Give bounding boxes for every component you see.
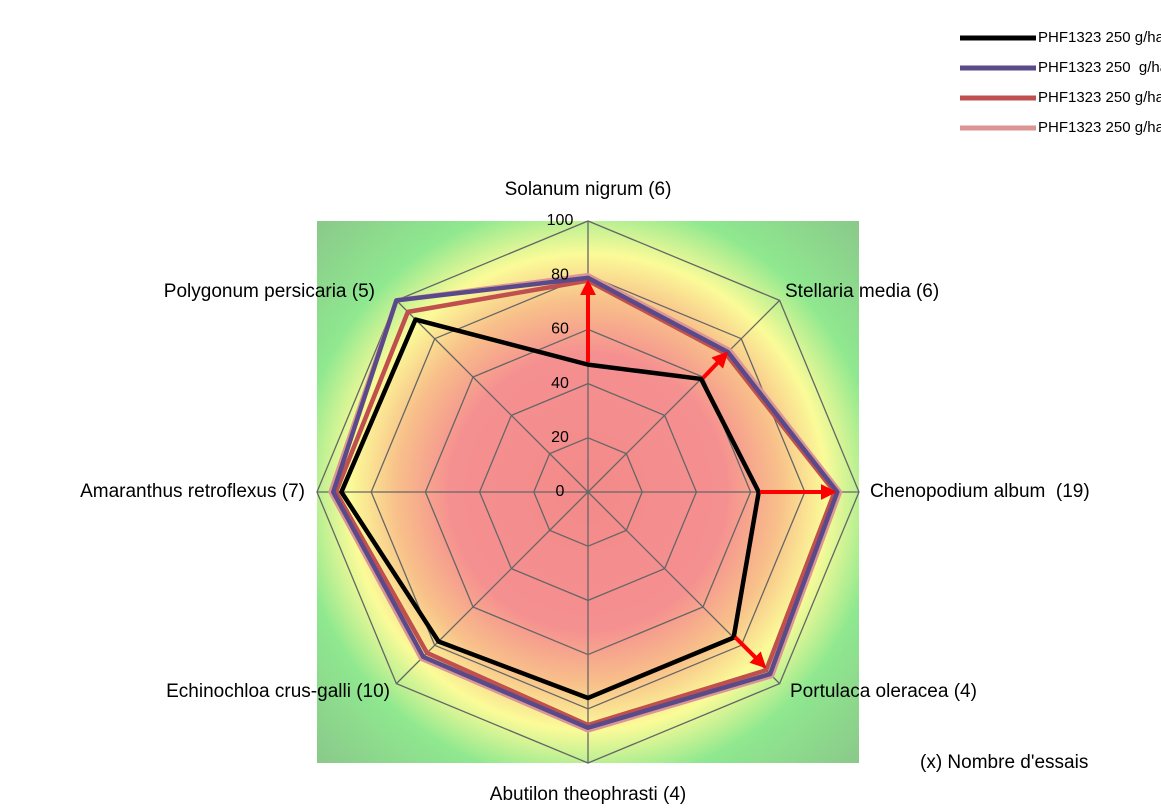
arrow <box>733 635 767 669</box>
annotation: (x) Nombre d'essais <box>920 752 1088 773</box>
tick-label: 40 <box>551 375 569 392</box>
category-label: Stellaria media (6) <box>785 281 939 302</box>
series-line <box>333 278 837 728</box>
tick-label: 20 <box>551 429 569 446</box>
spoke <box>395 299 589 493</box>
legend-label: PHF1323 250 g/ha + ADJ 4 0,25% <box>1038 119 1161 136</box>
category-labels: Solanum nigrum (6) Stellaria media (6) Che… <box>80 179 1090 805</box>
legend-label: PHF1323 250 g/ha <box>1038 29 1161 46</box>
category-label: Solanum nigrum (6) <box>505 179 672 200</box>
category-label: Portulaca oleracea (4) <box>790 681 977 702</box>
legend-label: PHF1323 250 g/ha+ ADJ 2 0,1% <box>1038 59 1161 76</box>
tick-label: 0 <box>556 483 565 500</box>
tick-label: 80 <box>551 266 569 283</box>
category-label: Abutilon theophrasti (4) <box>490 784 686 805</box>
legend-label: PHF1323 250 g/ha + ADJ 3 0,25% <box>1038 89 1161 106</box>
arrows <box>580 279 837 669</box>
tick-labels: 0 20 40 60 80 100 <box>547 212 574 500</box>
spoke <box>587 299 781 493</box>
category-label: Echinochloa crus-galli (10) <box>166 681 390 702</box>
series-group <box>328 272 843 733</box>
tick-label: 60 <box>551 321 569 338</box>
category-label: Polygonum persicaria (5) <box>164 281 375 302</box>
arrow <box>701 351 729 380</box>
legend: PHF1323 250 g/ha PHF1323 250 g/ha+ ADJ 2 … <box>960 29 1161 136</box>
series-line <box>339 317 761 701</box>
category-label: Chenopodium album (19) <box>870 481 1090 502</box>
tick-label: 100 <box>547 212 574 229</box>
category-label: Amaranthus retroflexus (7) <box>80 481 305 502</box>
series-line <box>331 275 840 731</box>
